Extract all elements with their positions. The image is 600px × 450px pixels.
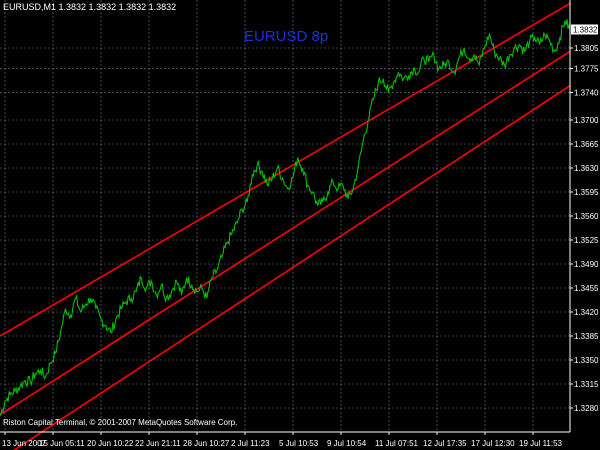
copyright-footer: Riston Capital Terminal, © 2001-2007 Met… [3,418,238,427]
chart-title: EURUSD 8p [244,28,329,45]
y-tick-label: 1.3315 [574,380,599,389]
x-tick-label: 20 Jun 10:22 [87,439,134,448]
y-tick-label: 1.3595 [574,188,599,197]
y-tick-label: 1.3420 [574,308,599,317]
x-tick-label: 15 Jun 05:11 [39,439,85,448]
channel-line [12,85,571,450]
y-tick-label: 1.3560 [574,212,599,221]
x-tick-label: 11 Jul 07:51 [375,439,419,448]
y-tick-label: 1.3665 [574,140,599,149]
x-tick-label: 19 Jul 11:53 [519,439,563,448]
x-tick-label: 12 Jul 17:35 [423,439,467,448]
last-price-label: 1.3832 [573,25,598,34]
quote-values: 1.3832 1.3832 1.3832 1.3832 [58,2,177,12]
channel-line [0,50,571,416]
x-tick-label: 9 Jul 10:54 [327,439,367,448]
y-tick-label: 1.3740 [574,89,599,98]
y-tick-label: 1.3700 [574,116,599,125]
chart-header: EURUSD,M1 1.3832 1.3832 1.3832 1.3832 [3,2,176,12]
y-tick-label: 1.3385 [574,332,599,341]
y-tick-label: 1.3630 [574,164,599,173]
x-tick-label: 5 Jul 10:53 [279,439,319,448]
price-line-group [0,19,571,417]
last-price-marker: 1.3832 [571,24,598,35]
y-tick-label: 1.3490 [574,260,599,269]
price-line [0,19,571,417]
y-tick-label: 1.3775 [574,65,599,74]
y-tick-label: 1.3455 [574,284,599,293]
grid [0,0,570,432]
last-price-box [571,24,598,35]
symbol-label: EURUSD,M1 [3,2,57,12]
x-tick-label: 28 Jun 10:27 [183,439,230,448]
x-tick-label: 13 Jun 2007 [2,439,47,448]
y-tick-label: 1.3525 [574,236,599,245]
x-tick-label: 2 Jul 11:23 [231,439,270,448]
x-tick-label: 22 Jun 21:11 [135,439,181,448]
y-tick-label: 1.3805 [574,44,599,53]
y-axis: 1.3805 1.3775 1.3740 1.3700 1.3665 1.3630 1.35… [570,44,599,413]
y-tick-label: 1.3350 [574,356,599,365]
x-tick-label: 17 Jul 12:30 [471,439,515,448]
y-tick-label: 1.3280 [574,404,599,413]
